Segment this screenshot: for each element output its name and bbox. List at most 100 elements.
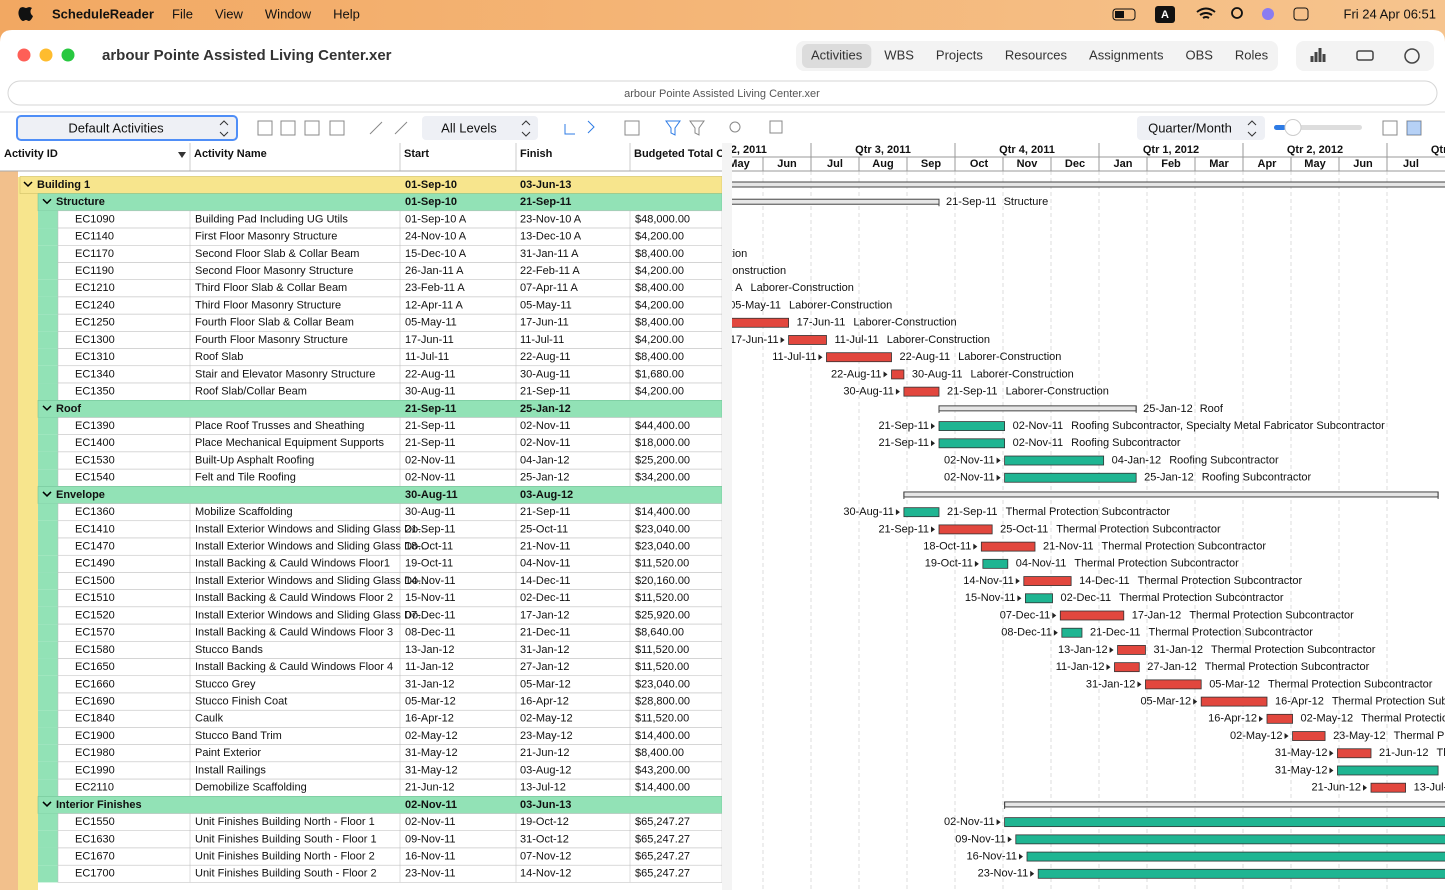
- zoom-button[interactable]: [61, 48, 75, 62]
- siri[interactable]: [1262, 8, 1274, 20]
- activity-bar[interactable]: [1037, 868, 1445, 879]
- wifi[interactable]: [1196, 7, 1216, 19]
- levels-dropdown[interactable]: [422, 116, 538, 140]
- icon[interactable]: [1382, 120, 1422, 136]
- icon[interactable]: [369, 121, 408, 135]
- expand-chevron[interactable]: [42, 801, 52, 807]
- search-icon[interactable]: [1231, 7, 1243, 19]
- activity-row[interactable]: [57, 382, 722, 401]
- tab-label[interactable]: OBS: [1185, 47, 1213, 62]
- activity-bar[interactable]: [1117, 645, 1146, 655]
- tab-label[interactable]: Assignments: [1089, 47, 1164, 62]
- control-center[interactable]: [1293, 7, 1309, 21]
- activity-row[interactable]: [57, 331, 722, 349]
- activity-bar[interactable]: [938, 438, 1005, 449]
- activity-bar[interactable]: [980, 541, 1036, 552]
- activity-bar[interactable]: [1266, 713, 1293, 724]
- activity-row[interactable]: [57, 262, 722, 280]
- activity-bar[interactable]: [1145, 679, 1202, 690]
- app-menu[interactable]: ScheduleReader: [52, 6, 154, 21]
- icon[interactable]: [624, 120, 640, 136]
- gantt-toggle[interactable]: [1407, 121, 1421, 135]
- tab-label[interactable]: WBS: [884, 47, 914, 62]
- activity-row[interactable]: [57, 830, 722, 849]
- icon[interactable]: [769, 120, 783, 134]
- menu-item[interactable]: Help: [333, 6, 360, 21]
- timescale-value[interactable]: Quarter/Month: [1148, 120, 1232, 135]
- activity-bar[interactable]: [1114, 662, 1140, 673]
- minimize-button[interactable]: [39, 48, 53, 62]
- activity-row[interactable]: [57, 313, 722, 332]
- tab[interactable]: Assignments: [1080, 44, 1172, 68]
- icon[interactable]: [304, 120, 320, 136]
- activity-bar[interactable]: [721, 317, 789, 328]
- chart-icon[interactable]: [1310, 48, 1326, 62]
- tab-label[interactable]: Roles: [1235, 47, 1269, 62]
- activity-bar[interactable]: [891, 369, 905, 380]
- menu-item[interactable]: File: [172, 6, 193, 21]
- tab[interactable]: Roles: [1226, 44, 1277, 68]
- more-icon[interactable]: [1404, 48, 1420, 64]
- layout-dropdown[interactable]: [16, 115, 238, 141]
- activity-row[interactable]: [57, 813, 722, 832]
- expand-chevron[interactable]: [42, 198, 52, 205]
- activity-bar[interactable]: [1059, 610, 1125, 621]
- tab-label[interactable]: Resources: [1005, 47, 1068, 62]
- expand-chevron[interactable]: [23, 181, 33, 188]
- activity-row[interactable]: [57, 778, 722, 797]
- activity-row[interactable]: [57, 365, 722, 384]
- icon[interactable]: [280, 120, 296, 136]
- activity-bar[interactable]: [1026, 851, 1445, 862]
- zoom-knob[interactable]: [1284, 119, 1302, 136]
- activity-row[interactable]: [57, 468, 722, 487]
- expand-chevron[interactable]: [42, 405, 52, 411]
- activity-row[interactable]: [57, 227, 722, 246]
- activity-row[interactable]: [57, 675, 722, 694]
- menu-item[interactable]: View: [215, 6, 244, 21]
- activity-row[interactable]: [57, 348, 722, 367]
- levels-value[interactable]: All Levels: [441, 120, 497, 135]
- sort-arrow[interactable]: [178, 152, 186, 158]
- print-icon[interactable]: [1356, 50, 1374, 61]
- activity-bar[interactable]: [788, 335, 827, 345]
- activity-bar[interactable]: [903, 386, 940, 397]
- activity-row[interactable]: [57, 279, 722, 298]
- icon[interactable]: [329, 120, 345, 136]
- activity-row[interactable]: [57, 417, 722, 435]
- activity-bar[interactable]: [1004, 455, 1105, 466]
- clock[interactable]: Fri 24 Apr 06:51: [1344, 6, 1437, 21]
- activity-row[interactable]: [57, 641, 722, 659]
- activity-bar[interactable]: [1200, 696, 1268, 707]
- activity-bar[interactable]: [982, 558, 1009, 569]
- activity-bar[interactable]: [1292, 731, 1326, 741]
- tab-label[interactable]: Activities: [811, 47, 863, 62]
- activity-bar[interactable]: [1337, 748, 1372, 759]
- icon[interactable]: [257, 120, 273, 136]
- tab[interactable]: Activities: [802, 44, 872, 68]
- apple-logo[interactable]: [18, 7, 33, 22]
- activity-row[interactable]: [57, 245, 722, 263]
- column-header[interactable]: Activity ID: [4, 148, 58, 160]
- timescale-dropdown[interactable]: [1137, 116, 1265, 140]
- activity-bar[interactable]: [1004, 472, 1137, 483]
- filter-icon[interactable]: [665, 120, 681, 136]
- activity-bar[interactable]: [1025, 593, 1053, 604]
- relation-icon[interactable]: [564, 120, 595, 135]
- tab[interactable]: Projects: [927, 44, 992, 68]
- activity-row[interactable]: [57, 761, 722, 780]
- column-header[interactable]: Budgeted Total C: [634, 148, 724, 160]
- layout-value[interactable]: Default Activities: [68, 120, 164, 135]
- icon[interactable]: [729, 121, 741, 133]
- column-header[interactable]: Activity Name: [194, 148, 267, 160]
- activity-row[interactable]: [57, 744, 722, 763]
- tab[interactable]: Resources: [996, 44, 1076, 68]
- activity-bar[interactable]: [1023, 576, 1072, 586]
- activity-bar[interactable]: [938, 421, 1005, 431]
- activity-bar[interactable]: [1004, 817, 1445, 828]
- activity-row[interactable]: [57, 727, 722, 745]
- activity-row[interactable]: [57, 847, 722, 866]
- tab[interactable]: OBS: [1176, 44, 1221, 68]
- input-badge[interactable]: A: [1161, 9, 1169, 21]
- activity-row[interactable]: [57, 434, 722, 453]
- activity-row[interactable]: [57, 210, 722, 229]
